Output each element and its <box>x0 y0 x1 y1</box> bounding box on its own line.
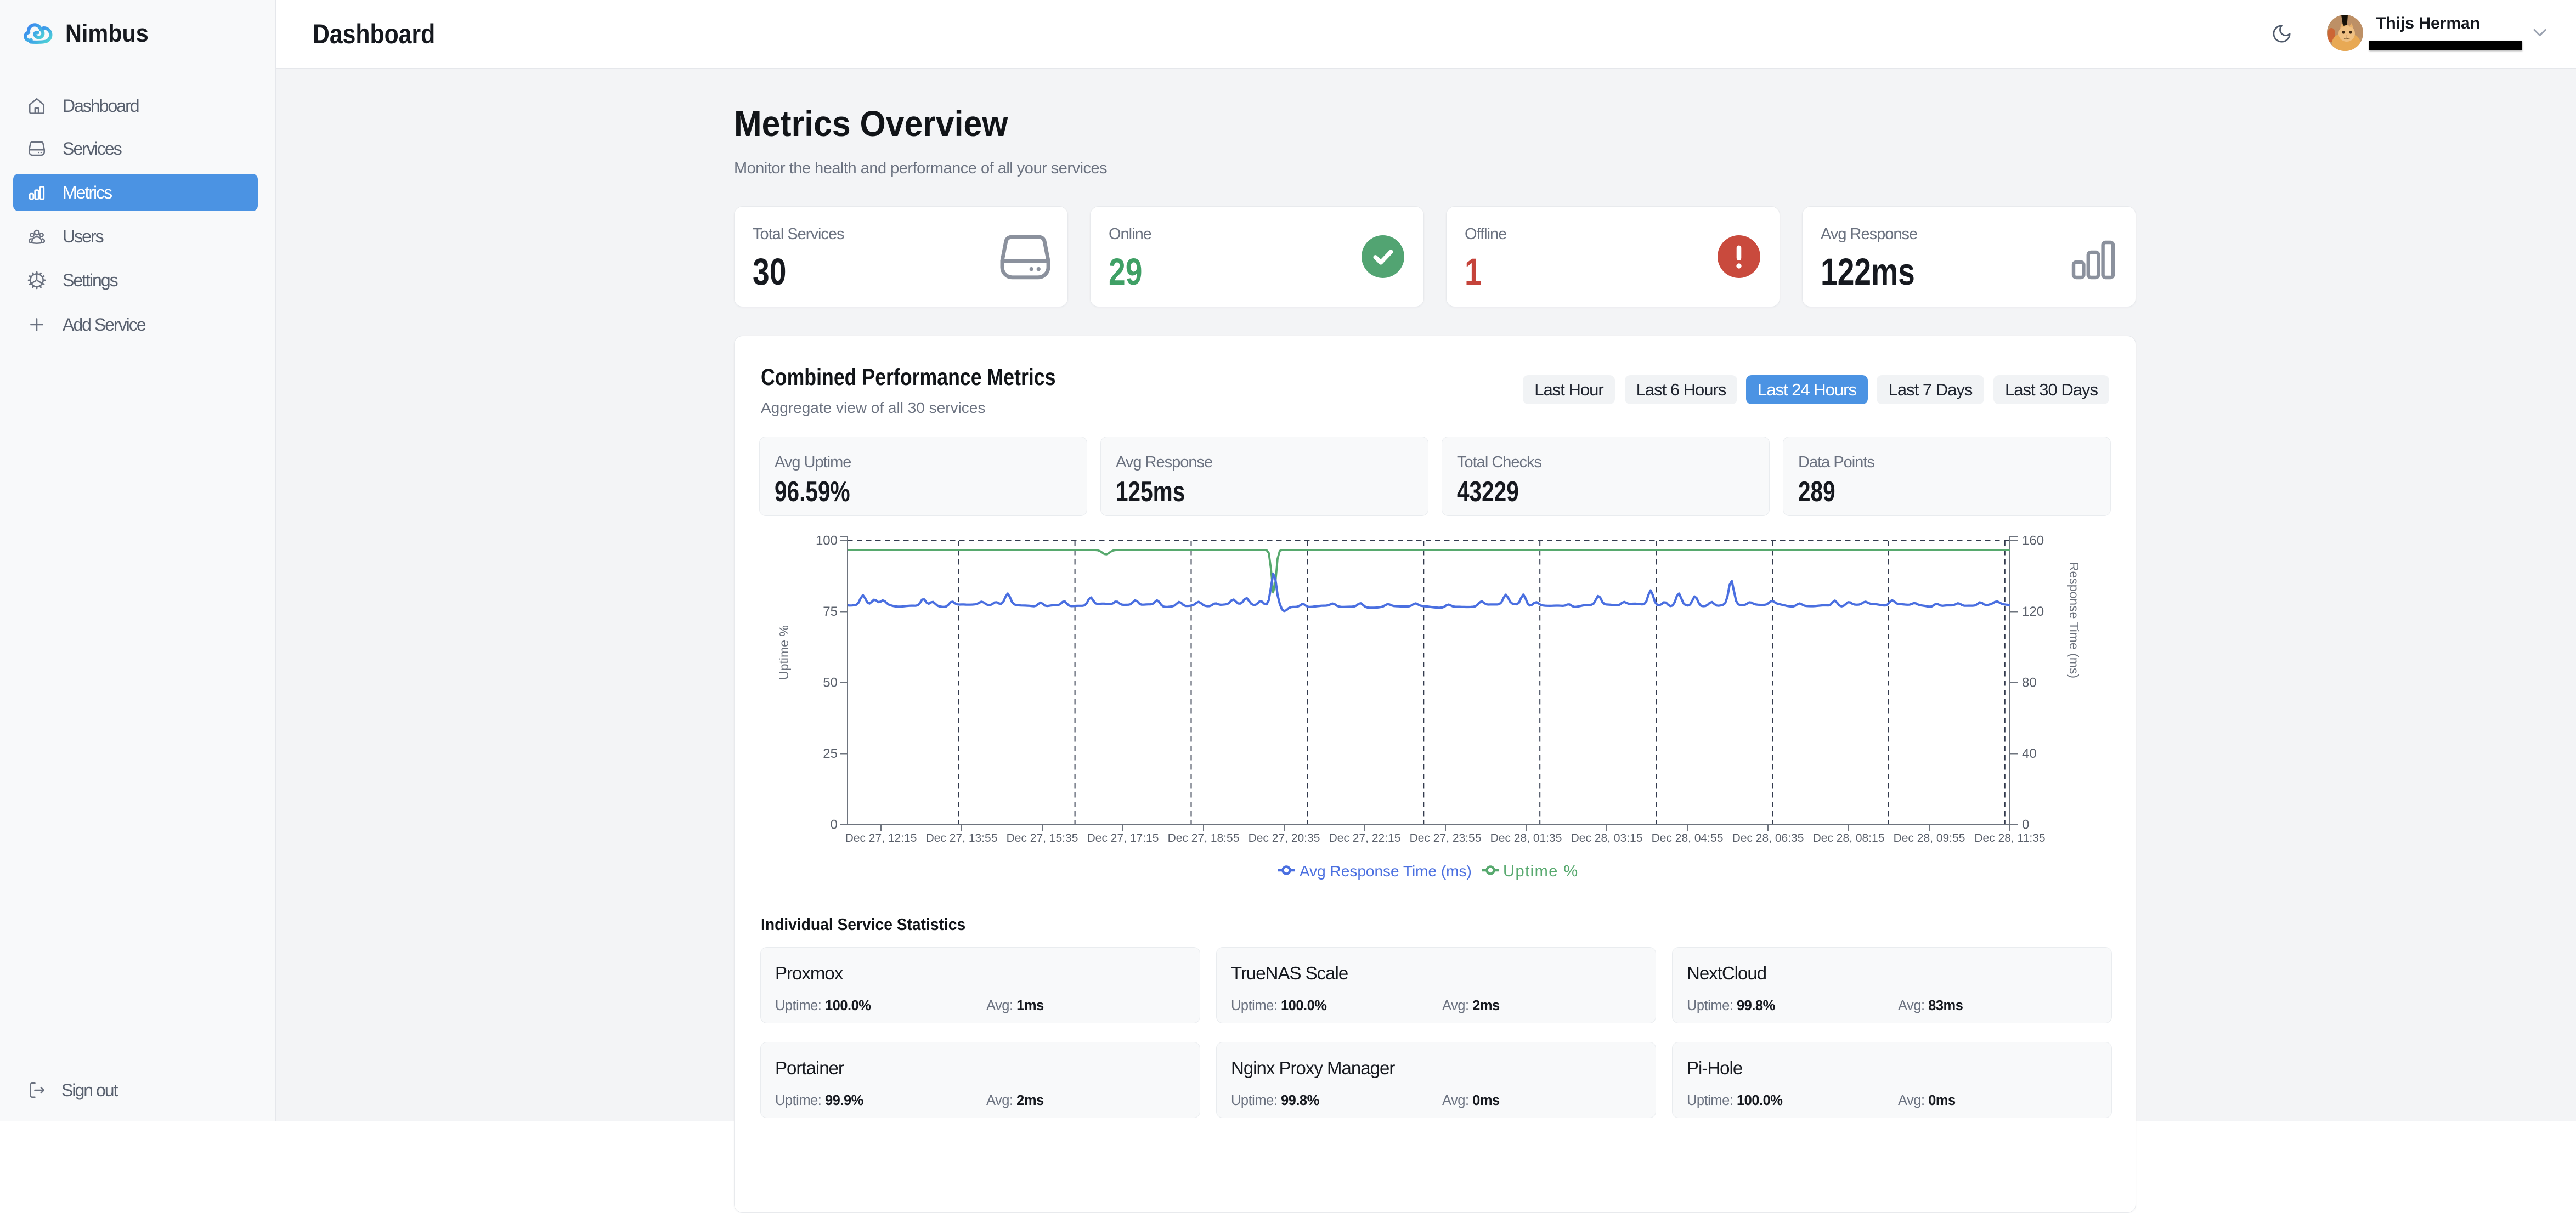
svg-text:Dec 28, 03:15: Dec 28, 03:15 <box>1571 832 1643 844</box>
svg-text:50: 50 <box>823 676 838 690</box>
svg-text:Dec 27, 12:15: Dec 27, 12:15 <box>845 832 917 844</box>
svg-text:160: 160 <box>2022 534 2044 548</box>
svg-text:Dec 27, 23:55: Dec 27, 23:55 <box>1410 832 1482 844</box>
svg-text:Dec 27, 20:35: Dec 27, 20:35 <box>1249 832 1320 844</box>
svg-text:Uptime %: Uptime % <box>777 625 791 680</box>
svg-text:Uptime %: Uptime % <box>1503 863 1579 880</box>
svg-text:120: 120 <box>2022 604 2044 619</box>
svg-text:Dec 27, 15:35: Dec 27, 15:35 <box>1007 832 1078 844</box>
svg-text:Dec 27, 18:55: Dec 27, 18:55 <box>1168 832 1240 844</box>
svg-text:Dec 28, 01:35: Dec 28, 01:35 <box>1490 832 1562 844</box>
svg-text:80: 80 <box>2022 676 2037 690</box>
svg-text:Dec 27, 13:55: Dec 27, 13:55 <box>926 832 998 844</box>
svg-text:40: 40 <box>2022 746 2037 761</box>
svg-text:Dec 28, 06:35: Dec 28, 06:35 <box>1732 832 1804 844</box>
svg-text:0: 0 <box>2022 818 2029 832</box>
svg-text:75: 75 <box>823 604 838 619</box>
svg-text:Avg Response Time (ms): Avg Response Time (ms) <box>1300 863 1472 880</box>
svg-text:Dec 27, 22:15: Dec 27, 22:15 <box>1329 832 1401 844</box>
svg-text:Dec 28, 09:55: Dec 28, 09:55 <box>1894 832 1965 844</box>
svg-text:0: 0 <box>831 818 838 832</box>
svg-text:Dec 28, 08:15: Dec 28, 08:15 <box>1813 832 1885 844</box>
svg-text:100: 100 <box>816 534 838 548</box>
svg-text:Dec 28, 11:35: Dec 28, 11:35 <box>1974 832 2045 844</box>
svg-text:Dec 27, 17:15: Dec 27, 17:15 <box>1087 832 1159 844</box>
svg-text:25: 25 <box>823 746 838 761</box>
svg-text:Dec 28, 04:55: Dec 28, 04:55 <box>1652 832 1724 844</box>
svg-text:Response Time (ms): Response Time (ms) <box>2067 562 2081 678</box>
